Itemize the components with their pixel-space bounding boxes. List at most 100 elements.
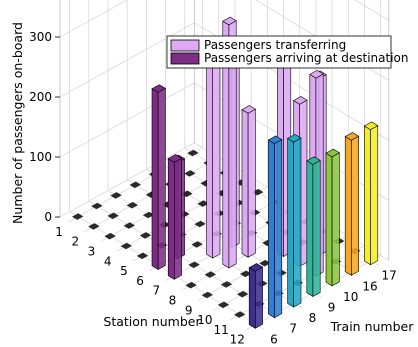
station-tick-label-3: 3 [88,245,96,259]
floor-marker-s6-t8 [191,241,203,248]
z-axis-label: Number of passengers on-board [10,22,25,224]
floor-marker-s10-t6 [217,301,230,309]
bar-face-front [255,266,263,329]
bar-face-front [312,159,321,298]
bar-face-front [212,43,221,259]
floor-marker-s10-t7 [237,290,249,298]
bar-face-top [309,69,324,79]
bar-face-left [364,125,371,266]
floor-marker-s1-t9 [129,181,141,189]
axis-layer: 0100200300400500600123456789101112678910… [29,30,397,347]
bar-face-top [267,135,283,145]
legend: Passengers transferring Passengers arriv… [166,35,408,69]
floor-marker-s1-t8 [110,192,122,199]
bar-face-left [151,88,159,271]
gridline-side-z-400 [354,0,389,21]
bar-face-top [306,156,321,165]
station-tick-label-1: 1 [55,225,63,239]
floor-marker-s2-t8 [126,201,138,209]
bar-station-12-train-9 [306,156,321,298]
floor-marker-s1-t7 [91,202,103,210]
bar-layer [151,16,379,329]
bar-face-front [174,157,182,280]
floor-marker-s4-t7 [139,232,152,239]
station-tick-label-7: 7 [152,284,160,298]
floor-marker-s3-t6 [104,232,116,240]
floor-marker-s1-t6 [72,213,84,220]
z-tick-label-300: 300 [29,30,52,44]
train-tick-label-16: 16 [362,279,377,293]
bar-face-top [222,16,237,26]
bar-face-top [293,96,308,105]
z-tick-label-100: 100 [29,150,52,164]
floor-marker-s1-t17 [187,149,199,157]
bar-face-front [350,135,359,276]
station-tick-label-2: 2 [71,235,79,249]
floor-marker-s2-t16 [184,170,196,177]
bar-station-12-train-10 [325,148,340,287]
gridline-back-z-300 [59,0,128,38]
gridline-floor-train-6 [69,211,265,330]
bar-face-top [287,133,302,143]
train-tick-label-17: 17 [382,269,397,283]
bar-face-left [287,137,295,308]
train-tick-label-9: 9 [328,301,336,315]
x-axis-label: Station number [103,314,201,329]
bar-station-7-train-6 [167,154,183,280]
floor-marker-s2-t6 [88,223,100,230]
bar-face-front [274,139,283,319]
legend-swatch-arriving [170,52,200,65]
station-tick-label-6: 6 [136,274,144,288]
bar-face-top [248,263,264,272]
bar-station-12-train-6 [248,263,264,329]
train-tick-label-10: 10 [343,290,358,304]
bar-face-left [344,136,352,276]
floor-marker-s3-t7 [123,222,135,229]
bar-face-top [363,121,379,131]
legend-box [166,35,392,69]
floor-marker-s8-t6 [185,281,197,289]
train-tick-label-7: 7 [289,322,297,336]
floor-marker-s5-t6 [136,252,149,260]
station-tick-label-5: 5 [120,264,128,278]
train-tick-label-8: 8 [309,311,317,325]
floor-marker-s3-t8 [142,211,155,219]
station-tick-label-9: 9 [185,303,193,317]
bar-face-left [206,43,213,259]
bar-face-top [325,148,340,158]
floor-marker-s7-t7 [188,261,200,269]
z-tick-label-200: 200 [29,90,52,104]
station-tick-label-12: 12 [230,333,245,347]
bar-face-top [151,84,166,93]
floor-marker-s9-t6 [201,291,213,299]
floor-marker-s4-t6 [120,242,132,250]
bar-station-8-train-9 [241,105,256,258]
legend-label-transferring: Passengers transferring [204,38,346,52]
floor-marker-s9-t7 [220,281,233,288]
floor-marker-s4-t10 [197,200,209,207]
bar-station-12-train-8 [287,133,302,308]
bar-face-left [248,267,256,329]
bar-station-7-train-8 [206,39,221,259]
floor-marker-s2-t7 [107,212,119,220]
floor-marker-s9-t8 [240,270,252,278]
bar-face-front [293,137,302,308]
z-tick-label-0: 0 [44,210,52,224]
bar-station-12-train-16 [344,132,360,276]
bar-station-12-train-7 [267,135,283,319]
floor-marker-s9-t9 [259,259,271,267]
floor-marker-s11-t6 [234,311,246,318]
bar-face-left [241,109,249,258]
bar-station-12-train-17 [363,121,379,266]
bar-face-front [370,125,379,266]
train-tick-label-6: 6 [270,332,278,346]
station-tick-label-4: 4 [104,254,112,268]
floor-marker-s8-t7 [204,271,216,278]
bar-face-front [157,87,166,271]
bar-face-top [241,105,256,114]
bar-face-left [268,139,275,319]
bar-face-front [331,152,340,287]
bar-station-6-train-6 [151,84,166,271]
station-tick-label-11: 11 [213,323,228,337]
